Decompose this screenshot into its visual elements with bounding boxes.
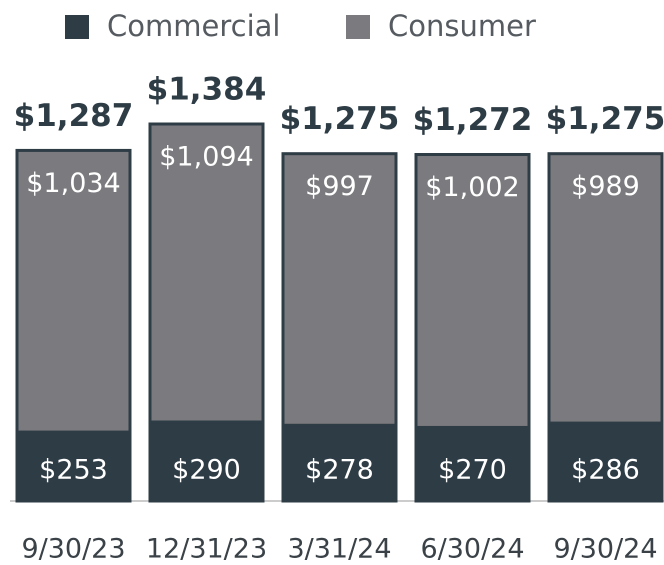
bar-segment — [15, 148, 132, 434]
bar-segment — [281, 423, 398, 503]
segment-label: $290 — [172, 455, 241, 486]
bar-segment — [281, 152, 398, 427]
legend-swatch — [346, 15, 370, 39]
legend-label: Commercial — [107, 9, 280, 43]
total-label: $1,384 — [147, 72, 267, 108]
total-label: $1,275 — [546, 101, 664, 137]
segment-label: $278 — [305, 455, 374, 486]
total-label: $1,287 — [14, 98, 134, 134]
x-tick-label: 12/31/23 — [146, 534, 267, 565]
segment-label: $1,034 — [26, 168, 120, 199]
x-tick-label: 9/30/24 — [553, 534, 657, 565]
legend-label: Consumer — [388, 9, 536, 43]
segment-label: $1,094 — [159, 142, 253, 173]
x-tick-label: 9/30/23 — [21, 534, 125, 565]
segment-label: $989 — [571, 171, 640, 202]
x-tick-label: 3/31/24 — [287, 534, 391, 565]
bar-segment — [414, 153, 531, 429]
bar-segment — [15, 430, 132, 503]
segment-label: $286 — [571, 455, 640, 486]
bar-segment — [148, 122, 265, 424]
segment-label: $270 — [438, 455, 507, 486]
total-label: $1,275 — [280, 101, 400, 137]
total-label: $1,272 — [413, 102, 533, 138]
segment-label: $997 — [305, 171, 374, 202]
x-tick-label: 6/30/24 — [420, 534, 524, 565]
legend-swatch — [65, 15, 89, 39]
segment-label: $1,002 — [425, 172, 519, 203]
bar-segment — [547, 421, 664, 503]
bar-segment — [414, 425, 531, 503]
bar-segment — [547, 152, 664, 425]
segment-label: $253 — [39, 455, 108, 486]
